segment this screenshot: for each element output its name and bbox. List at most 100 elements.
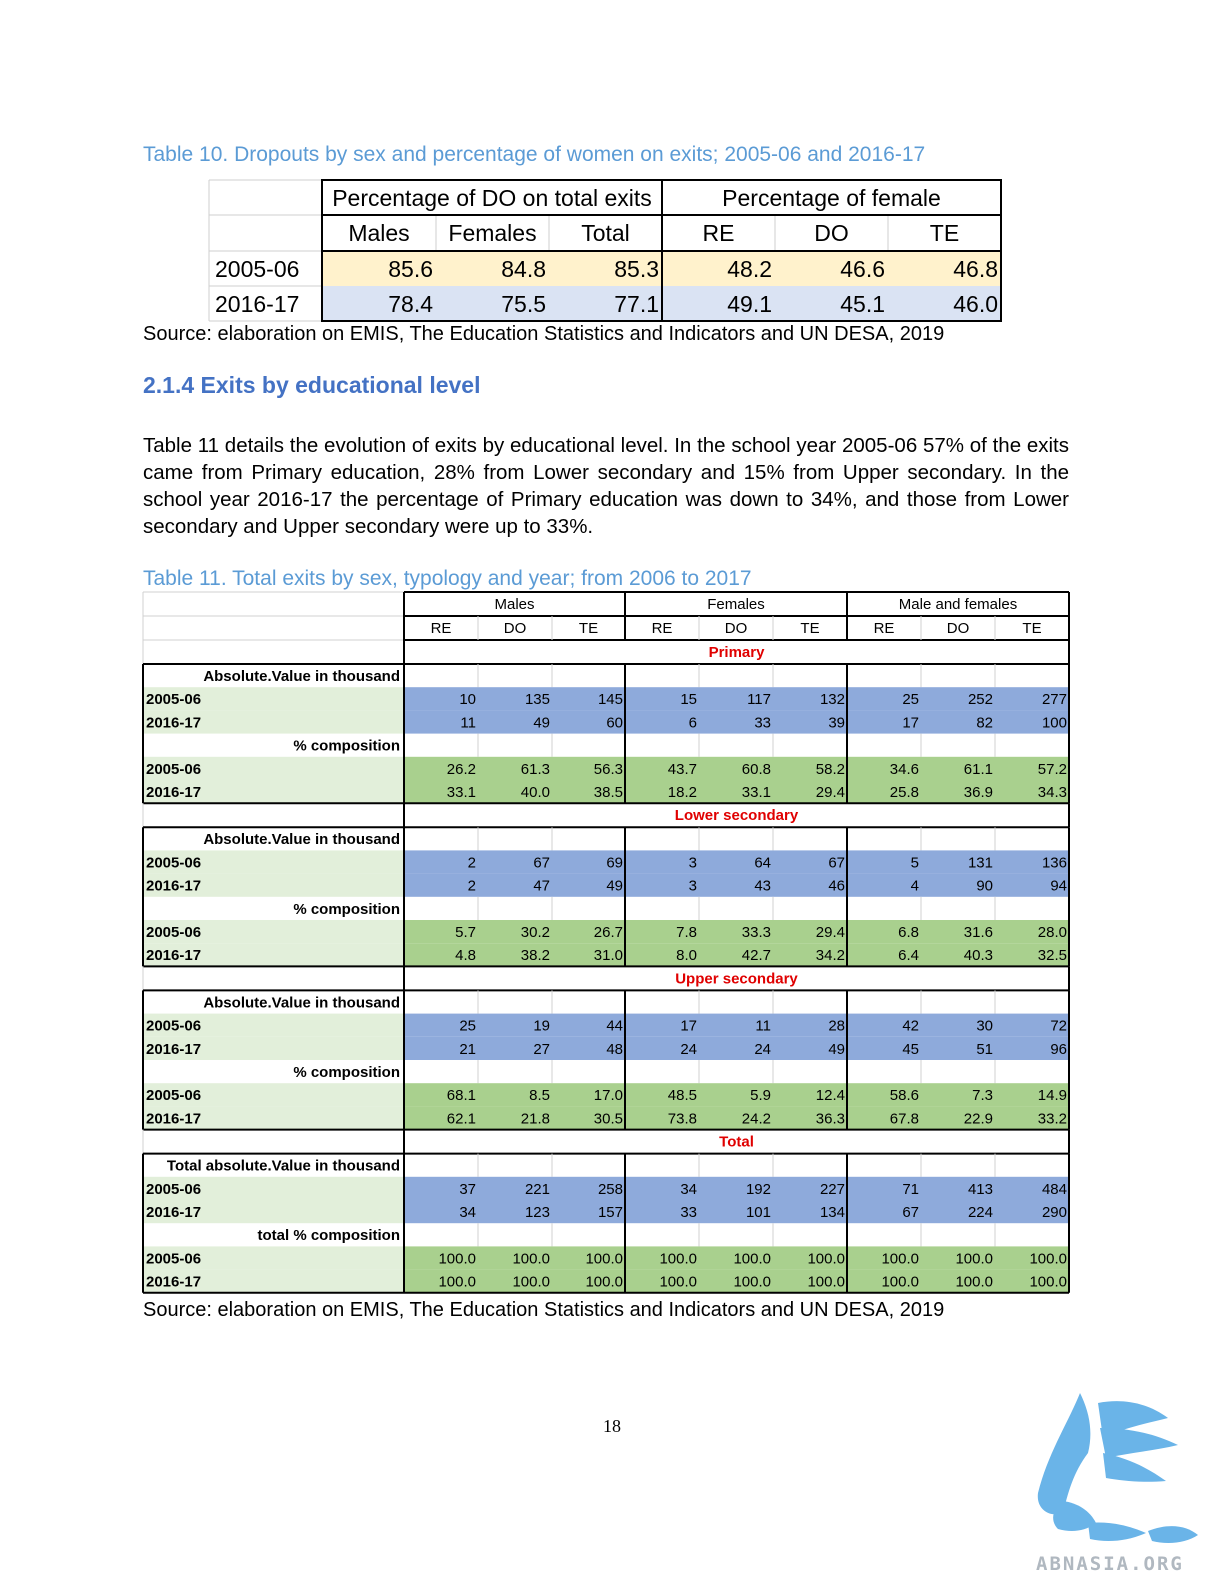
table11-row-year: 2005-06 — [146, 691, 201, 708]
table11-cell: 46 — [828, 878, 845, 895]
table11-label-bg — [143, 1036, 404, 1060]
table11-cell: 25.8 — [890, 784, 919, 801]
table11-cell: 67.8 — [890, 1110, 919, 1127]
table11-row-year: 2005-06 — [146, 1087, 201, 1104]
page-number: 18 — [603, 1416, 621, 1436]
table11-cell: 100.0 — [955, 1274, 993, 1291]
table11-cell: 100.0 — [585, 1250, 623, 1267]
table11-cell: 2 — [468, 878, 476, 895]
table11-row-bg — [404, 1269, 1069, 1293]
table11-cell: 100 — [1042, 714, 1067, 731]
table11-cell: 4.8 — [455, 947, 476, 964]
table11-label-bg — [143, 710, 404, 734]
table11-sub-header: TE — [1022, 620, 1041, 637]
table11-cell: 30.5 — [594, 1110, 623, 1127]
table11-label-bg — [143, 1083, 404, 1107]
table11-sub-header: TE — [579, 620, 598, 637]
table11-cell: 67 — [902, 1204, 919, 1221]
section-paragraph: Table 11 details the evolution of exits … — [143, 434, 1069, 538]
table11-cell: 100.0 — [733, 1250, 771, 1267]
table11-label-bg — [143, 756, 404, 780]
table11-row-label: Absolute.Value in thousand — [203, 831, 400, 848]
table11-cell: 413 — [968, 1181, 993, 1198]
table11-row-year: 2016-17 — [146, 1274, 201, 1291]
table11-cell: 24.2 — [742, 1110, 771, 1127]
table11-cell: 67 — [533, 854, 550, 871]
table11-cell: 19 — [533, 1018, 550, 1035]
table11-cell: 34 — [459, 1204, 476, 1221]
table11-cell: 135 — [525, 691, 550, 708]
table10-caption: Table 10. Dropouts by sex and percentage… — [143, 143, 926, 166]
table11-cell: 100.0 — [1029, 1250, 1067, 1267]
table11-row-label: Total absolute.Value in thousand — [167, 1158, 400, 1175]
table10-sub-header: TE — [930, 220, 959, 246]
table10-sub-header: Females — [448, 220, 536, 246]
table11-cell: 290 — [1042, 1204, 1067, 1221]
table11-cell: 224 — [968, 1204, 993, 1221]
table10-cell: 46.6 — [840, 256, 885, 282]
table11-cell: 145 — [598, 691, 623, 708]
table11-source: Source: elaboration on EMIS, The Educati… — [143, 1299, 945, 1321]
table11-cell: 58.6 — [890, 1087, 919, 1104]
table11-cell: 7.8 — [676, 924, 697, 941]
table11-cell: 5.7 — [455, 924, 476, 941]
table11-cell: 48.5 — [668, 1087, 697, 1104]
table11-sub-header: DO — [504, 620, 527, 637]
table11-cell: 21 — [459, 1041, 476, 1058]
table11-row-year: 2016-17 — [146, 947, 201, 964]
table11-cell: 100.0 — [881, 1274, 919, 1291]
table11-group-header: Male and females — [899, 596, 1017, 613]
table11-cell: 221 — [525, 1181, 550, 1198]
table11-cell: 26.7 — [594, 924, 623, 941]
table11-row-year: 2005-06 — [146, 1018, 201, 1035]
table11-cell: 132 — [820, 691, 845, 708]
table11-cell: 43.7 — [668, 761, 697, 778]
table11-cell: 33.3 — [742, 924, 771, 941]
table11-cell: 39 — [828, 714, 845, 731]
table11-row-bg — [404, 780, 1069, 804]
table11-label-bg — [143, 1013, 404, 1037]
table10-cell: 77.1 — [614, 291, 659, 317]
table11-cell: 100.0 — [659, 1274, 697, 1291]
table11-cell: 100.0 — [585, 1274, 623, 1291]
table10-cell: 85.3 — [614, 256, 659, 282]
table11-cell: 58.2 — [816, 761, 845, 778]
table11-row-label: Absolute.Value in thousand — [203, 668, 400, 685]
table11-cell: 48 — [606, 1041, 623, 1058]
table11-row-year: 2016-17 — [146, 878, 201, 895]
table11-cell: 100.0 — [438, 1274, 476, 1291]
table10-cell: 85.6 — [388, 256, 433, 282]
table11-row-label: % composition — [293, 1064, 400, 1081]
table11-sub-header: DO — [725, 620, 748, 637]
table10-row-year: 2005-06 — [215, 256, 299, 282]
table11-cell: 49 — [828, 1041, 845, 1058]
table11-cell: 45 — [902, 1041, 919, 1058]
table11-caption: Table 11. Total exits by sex, typology a… — [143, 567, 752, 590]
table11-cell: 100.0 — [955, 1250, 993, 1267]
table11-cell: 123 — [525, 1204, 550, 1221]
table11-cell: 61.1 — [964, 761, 993, 778]
table11-row-bg — [404, 1106, 1069, 1130]
table11-cell: 24 — [754, 1041, 771, 1058]
table11-cell: 73.8 — [668, 1110, 697, 1127]
table11-cell: 136 — [1042, 854, 1067, 871]
table11-row-year: 2016-17 — [146, 1204, 201, 1221]
table10-source: Source: elaboration on EMIS, The Educati… — [143, 323, 945, 345]
table11-cell: 12.4 — [816, 1087, 845, 1104]
table10-cell: 45.1 — [840, 291, 885, 317]
table11-cell: 17 — [680, 1018, 697, 1035]
table11-cell: 34 — [680, 1181, 697, 1198]
table11-cell: 96 — [1050, 1041, 1067, 1058]
table11-label-bg — [143, 1269, 404, 1293]
table11-row-bg — [404, 1036, 1069, 1060]
table10-row-year: 2016-17 — [215, 291, 299, 317]
table11-cell: 100.0 — [438, 1250, 476, 1267]
table11-cell: 100.0 — [659, 1250, 697, 1267]
table11-cell: 40.3 — [964, 947, 993, 964]
table11-cell: 29.4 — [816, 784, 845, 801]
table11-cell: 6 — [689, 714, 697, 731]
table10-cell: 48.2 — [727, 256, 772, 282]
table11-cell: 24 — [680, 1041, 697, 1058]
table11-cell: 57.2 — [1038, 761, 1067, 778]
table11-label-bg — [143, 943, 404, 967]
